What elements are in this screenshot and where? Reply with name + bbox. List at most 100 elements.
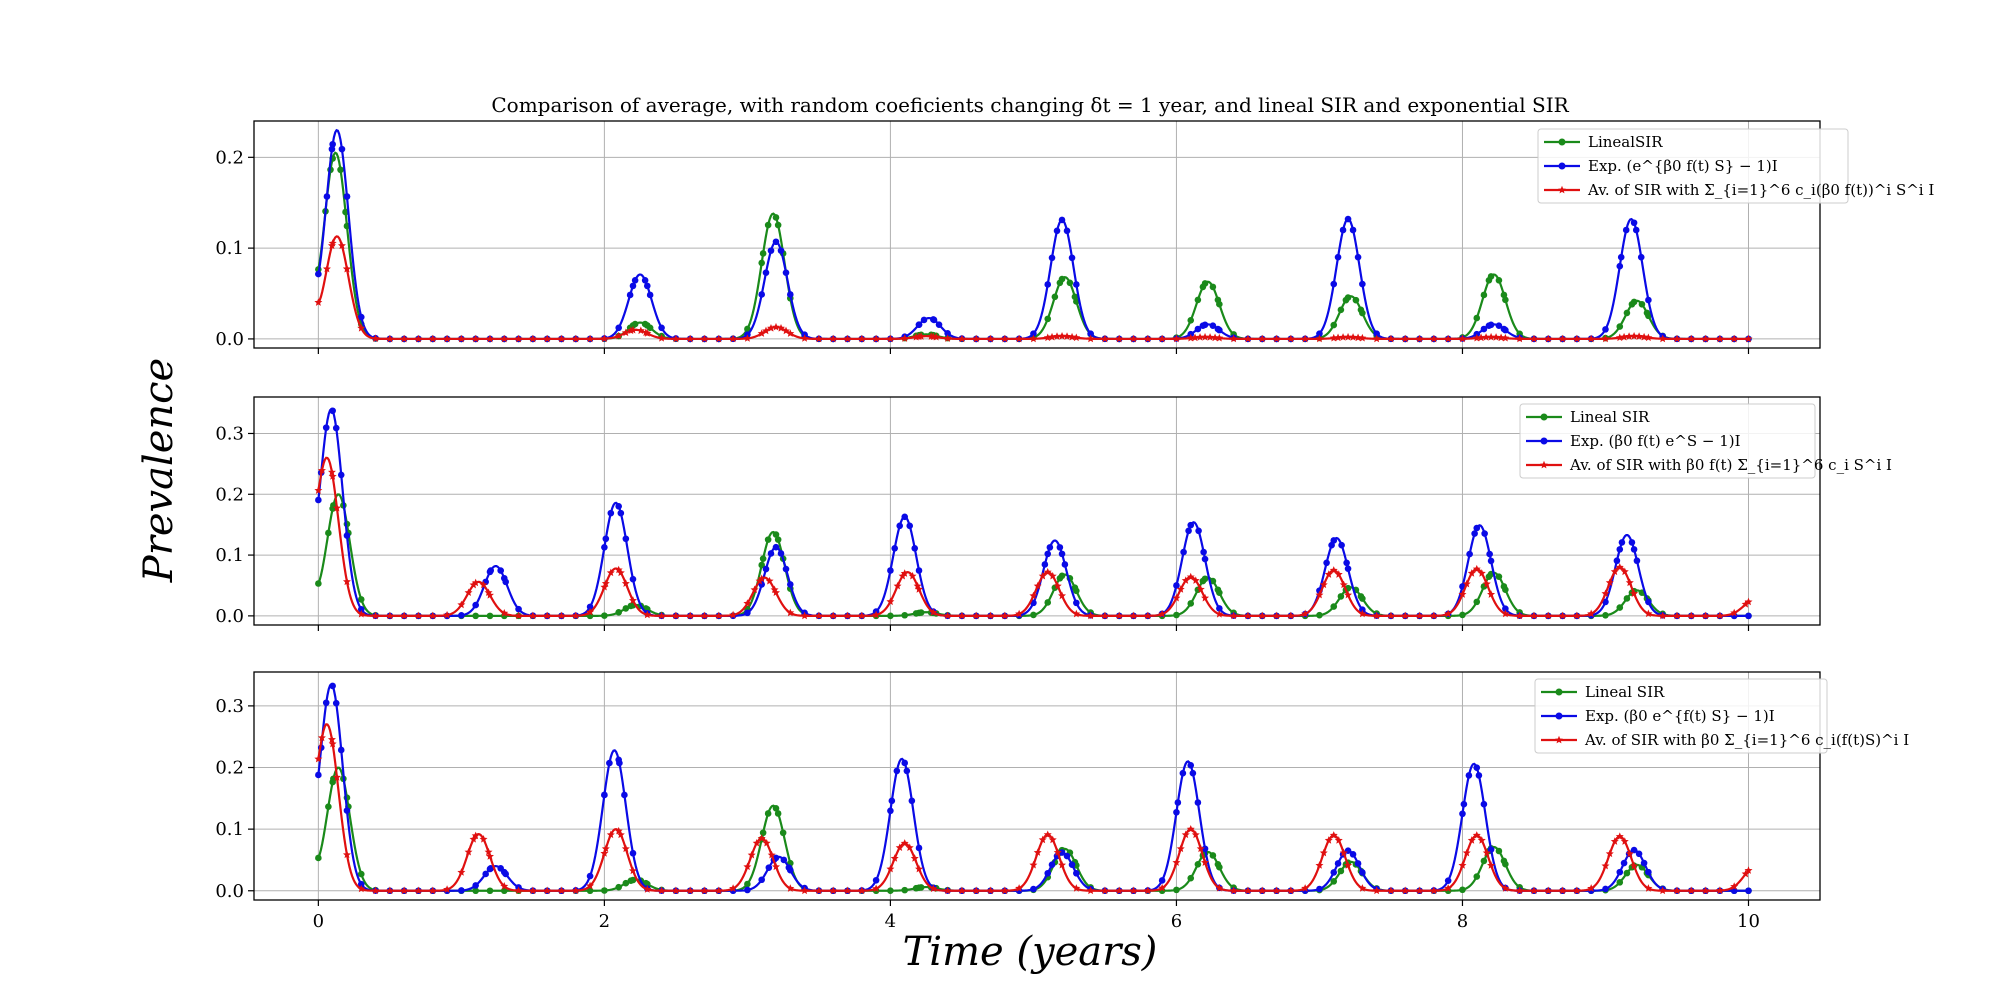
series-marker bbox=[1744, 334, 1753, 343]
series-marker bbox=[464, 588, 473, 597]
legend-label: Lineal SIR bbox=[1570, 408, 1650, 426]
y-tick-label: 0.1 bbox=[215, 545, 244, 566]
series-marker bbox=[414, 334, 423, 343]
series-marker bbox=[615, 609, 622, 616]
series-marker bbox=[600, 334, 609, 343]
series-marker bbox=[1343, 559, 1350, 567]
series-marker bbox=[893, 767, 901, 775]
legend-marker bbox=[1555, 735, 1563, 744]
series-marker bbox=[1572, 886, 1581, 895]
series-marker bbox=[1628, 300, 1636, 308]
x-tick-label: 8 bbox=[1457, 911, 1468, 932]
series-marker bbox=[772, 531, 780, 538]
series-marker bbox=[1354, 253, 1362, 261]
series-marker bbox=[500, 882, 509, 890]
series-marker bbox=[314, 754, 323, 763]
series-marker bbox=[1243, 611, 1252, 620]
series-marker bbox=[786, 884, 795, 892]
series-marker bbox=[1043, 333, 1052, 342]
series-marker bbox=[857, 334, 866, 343]
series-marker bbox=[1477, 333, 1486, 342]
series-marker bbox=[905, 843, 914, 852]
series-marker bbox=[1349, 851, 1357, 858]
series-marker bbox=[1071, 584, 1079, 591]
y-tick-label: 0.3 bbox=[215, 423, 244, 444]
series-marker bbox=[1187, 874, 1195, 882]
series-marker bbox=[927, 332, 936, 340]
series-marker bbox=[891, 544, 899, 552]
series-marker bbox=[1201, 555, 1209, 563]
legend-marker bbox=[1558, 185, 1566, 194]
series-marker bbox=[322, 424, 330, 431]
series-marker bbox=[357, 880, 365, 888]
series-marker bbox=[913, 581, 922, 590]
series-marker bbox=[1030, 885, 1037, 893]
series-marker bbox=[1715, 611, 1724, 620]
series-marker bbox=[755, 576, 764, 585]
series-marker bbox=[1029, 860, 1038, 869]
series-marker bbox=[1610, 837, 1619, 845]
series-marker bbox=[829, 886, 838, 895]
series-line-1 bbox=[317, 151, 1749, 341]
series-marker bbox=[1172, 858, 1181, 866]
series-marker bbox=[1186, 333, 1195, 342]
series-marker bbox=[1194, 860, 1202, 868]
series-marker bbox=[1209, 322, 1217, 330]
series-marker bbox=[1033, 581, 1042, 590]
series-marker bbox=[957, 611, 966, 620]
series-marker bbox=[1501, 884, 1510, 892]
series-marker bbox=[1229, 611, 1238, 620]
series-marker bbox=[700, 611, 709, 620]
series-marker bbox=[1051, 293, 1059, 301]
series-marker bbox=[780, 856, 788, 864]
series-marker bbox=[1330, 878, 1338, 885]
series-marker bbox=[1315, 334, 1324, 343]
series-marker bbox=[917, 609, 925, 616]
series-marker bbox=[1319, 848, 1328, 857]
series-marker bbox=[782, 326, 791, 335]
series-marker bbox=[1115, 611, 1124, 620]
series-marker bbox=[765, 576, 774, 585]
series-marker bbox=[357, 884, 366, 893]
series-marker bbox=[502, 578, 510, 586]
series-marker bbox=[943, 886, 952, 895]
series-marker bbox=[671, 611, 680, 620]
series-marker bbox=[586, 607, 595, 616]
series-marker bbox=[1173, 611, 1180, 619]
series-marker bbox=[1015, 609, 1024, 618]
series-marker bbox=[606, 830, 615, 839]
series-marker bbox=[772, 805, 780, 812]
series-marker bbox=[1229, 334, 1238, 343]
series-marker bbox=[337, 471, 345, 479]
series-marker bbox=[332, 424, 340, 432]
series-marker bbox=[457, 600, 466, 609]
series-marker bbox=[1339, 848, 1348, 857]
series-marker bbox=[1466, 550, 1473, 558]
series-marker bbox=[767, 247, 775, 254]
series-marker bbox=[1046, 544, 1054, 551]
y-tick-label: 0.1 bbox=[215, 819, 244, 840]
series-marker bbox=[1372, 886, 1381, 895]
series-marker bbox=[1000, 886, 1009, 895]
series-marker bbox=[1672, 886, 1681, 895]
series-marker bbox=[1187, 521, 1195, 529]
series-marker bbox=[1459, 810, 1466, 818]
series-marker bbox=[1258, 334, 1267, 343]
series-marker bbox=[1181, 830, 1190, 839]
series-marker bbox=[1344, 590, 1353, 599]
legend-label: Av. of SIR with β0 f(t) Σ_{i=1}^6 c_i S^… bbox=[1569, 456, 1892, 474]
series-marker bbox=[1601, 861, 1610, 870]
series-marker bbox=[1481, 530, 1488, 537]
series-marker bbox=[800, 886, 809, 895]
series-marker bbox=[1630, 546, 1638, 553]
series-marker bbox=[1199, 577, 1207, 585]
series-marker bbox=[1601, 589, 1610, 598]
series-marker bbox=[786, 329, 795, 337]
series-marker bbox=[1030, 330, 1037, 337]
series-marker bbox=[643, 885, 652, 893]
panel-1: 0.0 0.1 0.2 LinealSIR Exp. (e^{β0 f(t) S} − … bbox=[215, 120, 1934, 354]
plot-area bbox=[314, 682, 1753, 895]
series-marker bbox=[315, 854, 322, 862]
series-marker bbox=[1618, 539, 1626, 546]
series-marker bbox=[1658, 886, 1667, 895]
